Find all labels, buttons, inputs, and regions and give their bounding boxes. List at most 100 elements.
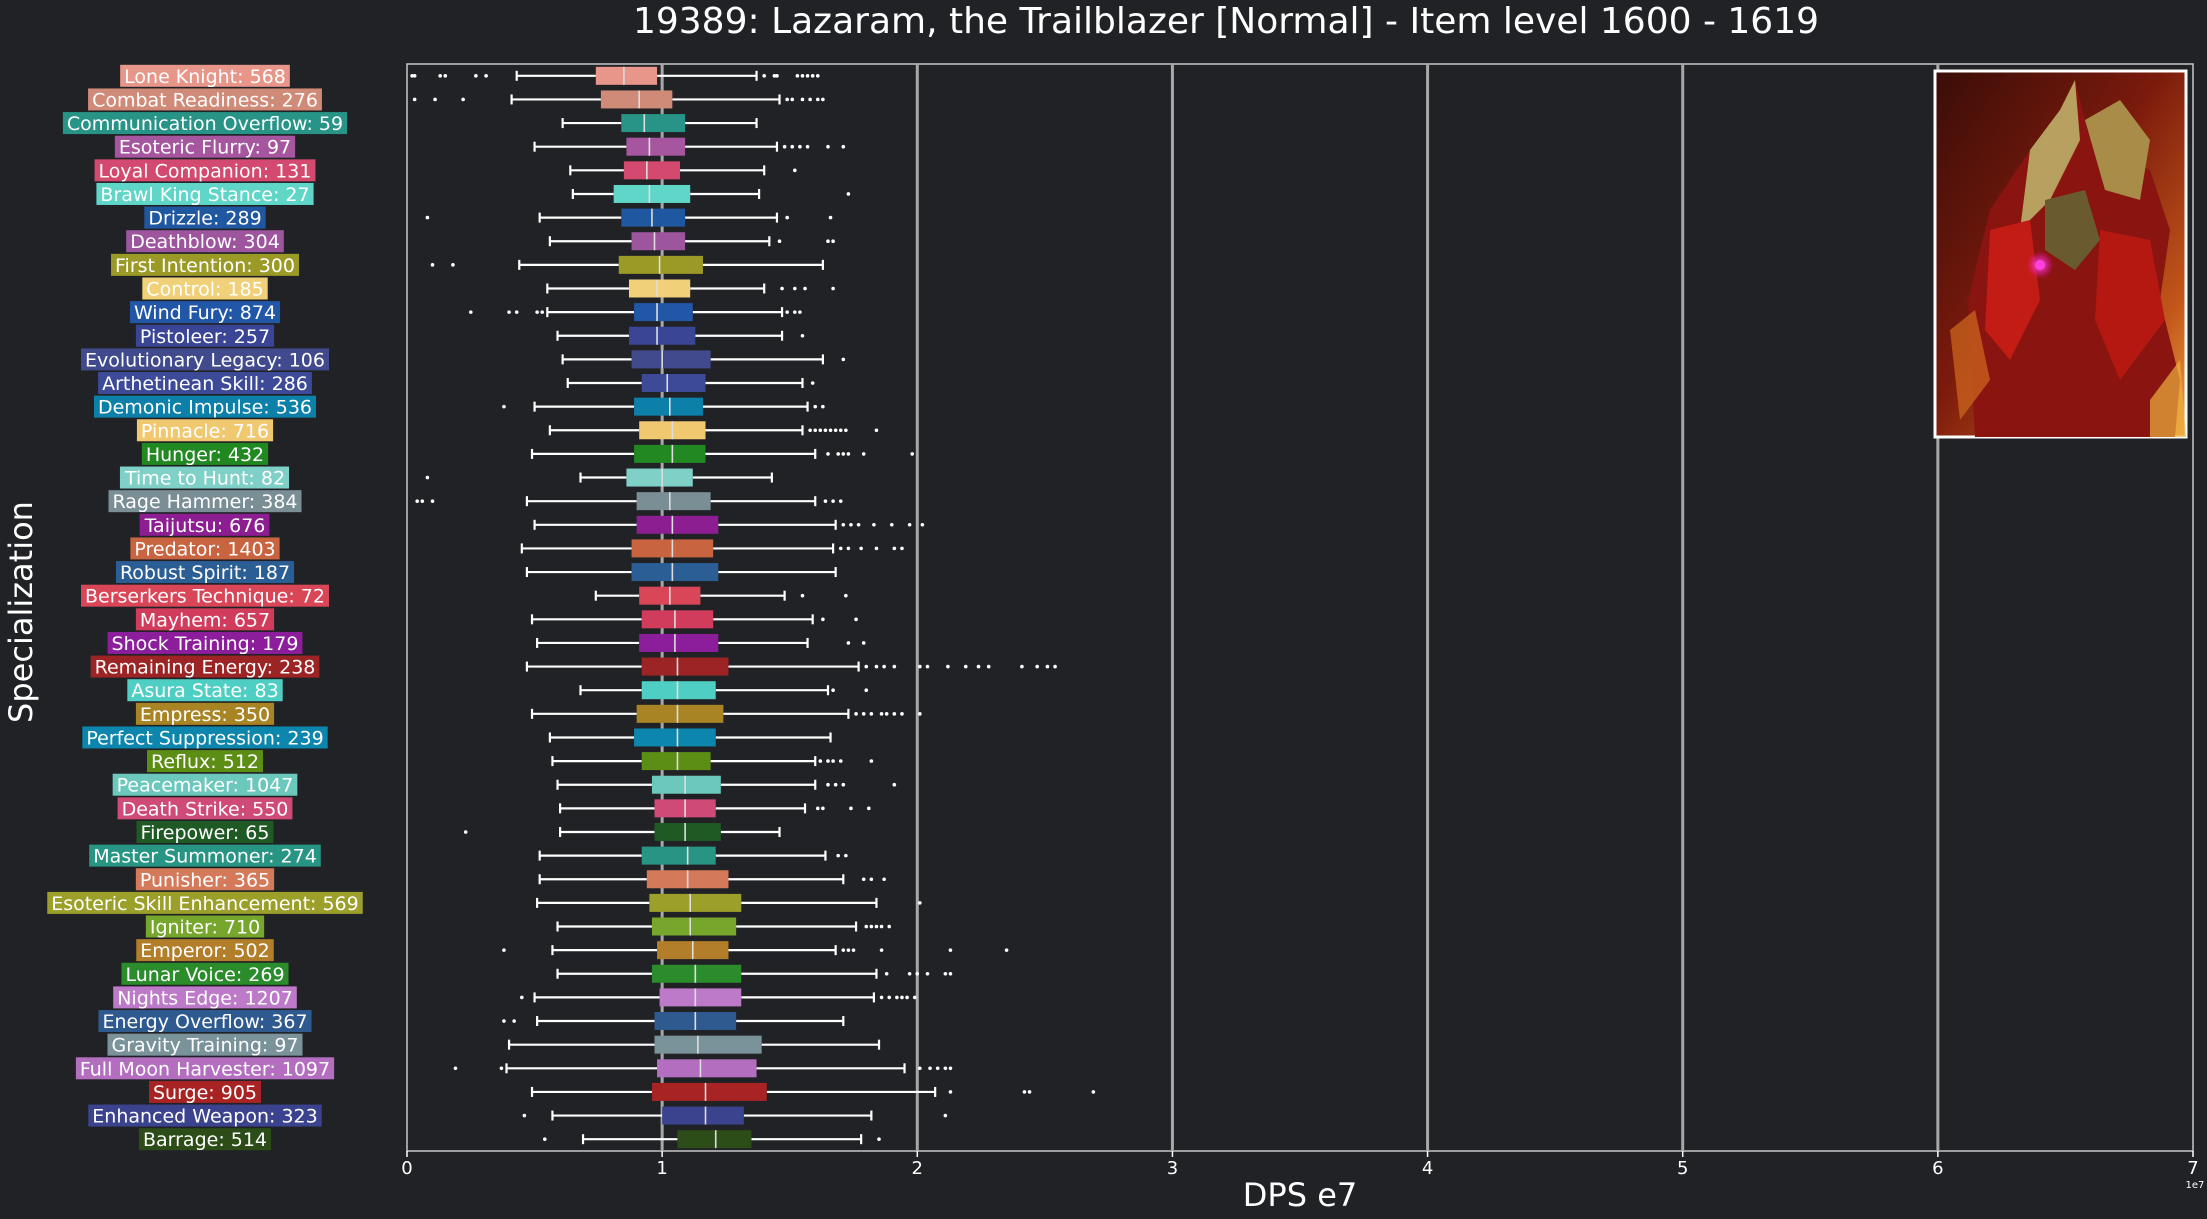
box-23 [594, 586, 848, 605]
x-tick-label: 4 [1422, 1158, 1433, 1179]
box-iqr [641, 657, 729, 676]
box-iqr [677, 1130, 752, 1149]
outlier-point [854, 617, 858, 622]
outlier-point [846, 641, 851, 645]
box-28 [530, 704, 922, 723]
box-iqr [631, 350, 711, 369]
box-38 [502, 941, 1009, 960]
outlier-point [502, 948, 506, 952]
category-label-bg [121, 962, 289, 985]
category-label: Pistoleer: 257 [140, 326, 270, 348]
outlier-point [861, 877, 866, 882]
outlier-point [777, 239, 782, 244]
gridlines [660, 64, 1940, 1151]
box-6 [571, 184, 851, 203]
outlier-point [790, 144, 795, 149]
x-axis-ticks: 0 1 2 3 4 5 6 7 [401, 1151, 2199, 1179]
box-iqr [621, 114, 686, 133]
outlier-point [874, 664, 879, 669]
box-18 [425, 468, 773, 487]
outlier-point [815, 97, 820, 102]
outlier-point [415, 499, 420, 503]
category-label-bg [108, 490, 302, 513]
category-label-bg [141, 442, 269, 465]
outlier-point [540, 310, 545, 314]
category-label: Pinnacle: 716 [141, 420, 269, 442]
category-label-bg [148, 1080, 262, 1103]
category-label: Surge: 905 [153, 1082, 257, 1104]
outlier-point [430, 263, 435, 267]
outlier-point [810, 74, 815, 78]
box-21 [520, 539, 904, 558]
outlier-point [948, 948, 953, 952]
outlier-point [889, 522, 894, 527]
box-iqr [636, 515, 719, 534]
box-40 [520, 988, 917, 1007]
box-iqr [641, 681, 716, 700]
outlier-point [425, 475, 430, 480]
x-tick-label: 6 [1932, 1158, 1943, 1179]
box-iqr [634, 397, 703, 416]
category-label-bg [98, 372, 312, 395]
category-label-bg [135, 702, 275, 725]
outlier-point [861, 452, 866, 456]
box-32 [558, 799, 871, 818]
category-label-bg [62, 112, 348, 135]
outlier-point [867, 806, 871, 811]
category-label-bg [112, 773, 298, 796]
outlier-point [1035, 664, 1040, 669]
outlier-point [856, 522, 861, 527]
outlier-point [874, 924, 879, 929]
category-label: Igniter: 710 [150, 917, 260, 939]
outlier-point [808, 428, 812, 433]
category-label-bg [135, 324, 275, 347]
outlier-point [818, 428, 823, 433]
category-label: Perfect Suppression: 239 [86, 727, 323, 749]
outlier-point [821, 97, 825, 102]
outlier-point [925, 664, 930, 669]
box-series [410, 66, 1096, 1149]
box-iqr [659, 988, 742, 1007]
outlier-point [828, 428, 833, 433]
box-iqr [636, 492, 711, 511]
outlier-point [800, 333, 805, 338]
outlier-point [522, 1113, 527, 1118]
box-iqr [651, 917, 737, 936]
outlier-point [892, 782, 897, 787]
box-41 [502, 1012, 845, 1031]
outlier-point [823, 428, 828, 433]
outlier-point [823, 499, 828, 503]
box-45 [522, 1106, 948, 1125]
category-label: Empress: 350 [140, 704, 270, 726]
outlier-point [948, 971, 953, 976]
category-label: Shock Training: 179 [112, 633, 299, 655]
box-iqr [641, 752, 711, 771]
box-20 [533, 515, 925, 534]
category-label-bg [144, 206, 266, 229]
outlier-point [451, 263, 455, 267]
box-iqr [649, 893, 742, 912]
outlier-point [818, 759, 823, 763]
box-iqr [634, 303, 693, 322]
outlier-point [928, 1066, 932, 1071]
outlier-point [826, 759, 830, 763]
box-15 [502, 397, 825, 416]
outlier-point [813, 404, 818, 409]
outlier-point [892, 664, 897, 669]
box-12 [556, 326, 805, 345]
box-iqr [636, 704, 724, 723]
category-label: Emperor: 502 [140, 940, 269, 962]
outlier-point [514, 310, 519, 314]
category-label-bg [120, 64, 290, 87]
category-label: Brawl King Stance: 27 [100, 184, 309, 206]
outlier-point [798, 144, 802, 149]
outlier-point [780, 286, 784, 291]
category-label-bg [115, 561, 295, 584]
outlier-point [433, 97, 437, 102]
box-1 [410, 66, 820, 85]
outlier-point [963, 664, 968, 669]
category-label: Firepower: 65 [141, 822, 270, 844]
category-label: Esoteric Flurry: 97 [119, 137, 291, 159]
outlier-point [915, 971, 920, 976]
